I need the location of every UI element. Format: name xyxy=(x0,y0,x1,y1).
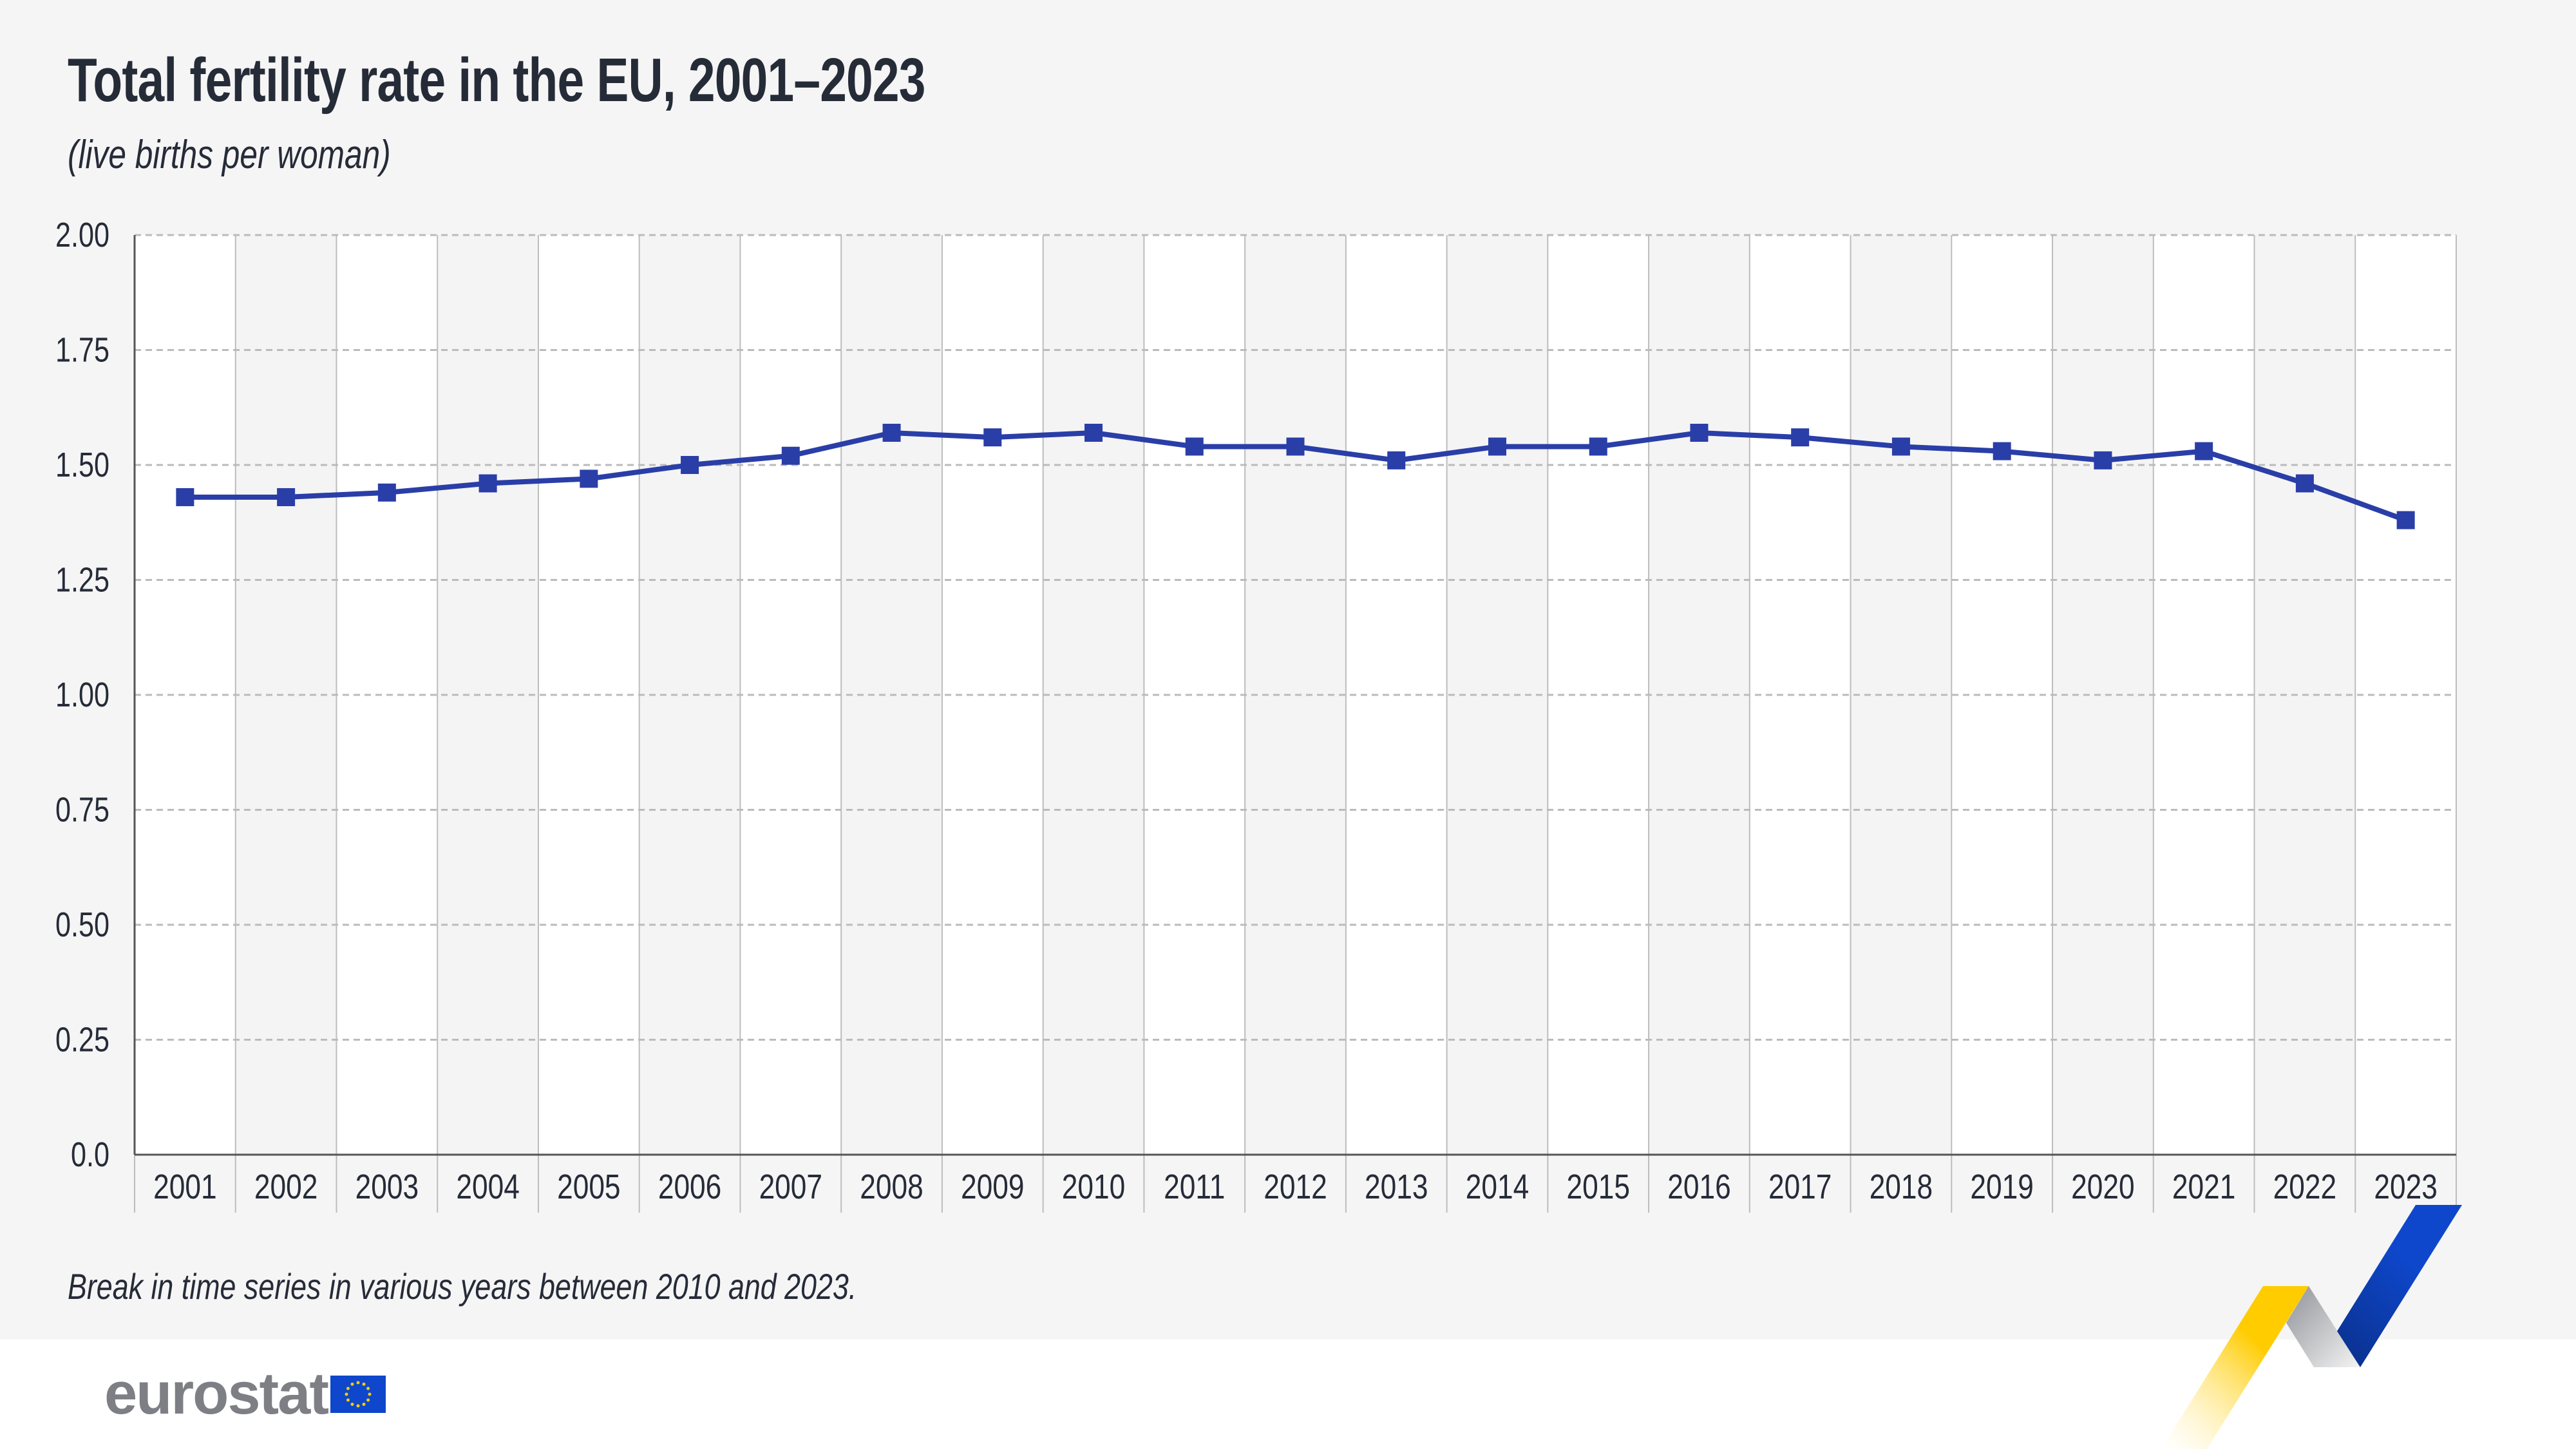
chart-subtitle: (live births per woman) xyxy=(68,133,391,177)
y-tick-label: 0.50 xyxy=(55,906,109,945)
x-tick-label: 2022 xyxy=(2273,1168,2336,1206)
y-tick-label: 1.75 xyxy=(55,331,109,370)
y-tick-label: 2.00 xyxy=(55,216,109,255)
y-tick-label: 1.00 xyxy=(55,676,109,715)
eurostat-logo: eurostat xyxy=(104,1361,329,1426)
x-tick-label: 2016 xyxy=(1667,1168,1730,1206)
flag-star xyxy=(368,1392,372,1396)
flag-star xyxy=(356,1381,360,1385)
x-tick-label: 2018 xyxy=(1870,1168,1933,1206)
x-tick-label: 2014 xyxy=(1466,1168,1529,1206)
x-tick-label: 2002 xyxy=(254,1168,317,1206)
y-tick-label: 0.0 xyxy=(71,1136,109,1175)
flag-star xyxy=(346,1387,350,1390)
y-tick-label: 1.50 xyxy=(55,446,109,485)
data-point-marker xyxy=(2396,511,2415,529)
data-point-marker xyxy=(1891,437,1910,456)
data-point-marker xyxy=(1084,424,1103,442)
x-tick-label: 2006 xyxy=(658,1168,721,1206)
data-point-marker xyxy=(1791,428,1810,447)
flag-star xyxy=(345,1392,348,1396)
column-band xyxy=(1144,235,1245,1155)
x-tick-label: 2017 xyxy=(1768,1168,1832,1206)
x-tick-label: 2009 xyxy=(961,1168,1024,1206)
flag-star xyxy=(362,1382,366,1386)
data-point-marker xyxy=(681,456,699,474)
data-point-marker xyxy=(1690,424,1709,442)
data-point-marker xyxy=(2094,451,2112,469)
y-tick-label: 1.25 xyxy=(55,561,109,600)
eu-flag-icon xyxy=(330,1376,386,1413)
column-band xyxy=(2052,235,2154,1155)
data-point-marker xyxy=(882,424,901,442)
data-point-marker xyxy=(2195,442,2213,460)
data-point-marker xyxy=(478,474,497,493)
flag-star xyxy=(366,1398,370,1402)
x-tick-label: 2012 xyxy=(1264,1168,1327,1206)
x-tick-label: 2003 xyxy=(355,1168,419,1206)
data-point-marker xyxy=(277,488,296,506)
flag-star xyxy=(346,1398,350,1402)
x-tick-label: 2013 xyxy=(1365,1168,1428,1206)
footnote: Break in time series in various years be… xyxy=(68,1266,857,1307)
data-point-marker xyxy=(1185,437,1204,456)
x-tick-label: 2005 xyxy=(557,1168,620,1206)
flag-star xyxy=(350,1403,354,1406)
x-tick-label: 2023 xyxy=(2374,1168,2437,1206)
column-band xyxy=(1649,235,1750,1155)
chart-title: Total fertility rate in the EU, 2001–202… xyxy=(68,46,925,115)
data-point-marker xyxy=(1286,437,1305,456)
x-tick-label: 2004 xyxy=(456,1168,519,1206)
data-point-marker xyxy=(2295,474,2314,493)
data-point-marker xyxy=(1387,451,1406,469)
data-point-marker xyxy=(176,488,194,506)
flag-star xyxy=(350,1382,354,1386)
x-tick-label: 2020 xyxy=(2071,1168,2134,1206)
x-tick-label: 2011 xyxy=(1164,1168,1225,1206)
x-tick-label: 2015 xyxy=(1566,1168,1629,1206)
x-tick-label: 2019 xyxy=(1970,1168,2033,1206)
data-point-marker xyxy=(983,428,1002,447)
flag-star xyxy=(366,1387,370,1390)
column-band xyxy=(235,235,337,1155)
x-tick-label: 2001 xyxy=(153,1168,216,1206)
column-band xyxy=(639,235,741,1155)
decorative-ribbon xyxy=(2161,1205,2462,1449)
x-tick-label: 2007 xyxy=(759,1168,822,1206)
data-point-marker xyxy=(580,469,598,488)
data-point-marker xyxy=(1589,437,1607,456)
data-point-marker xyxy=(1488,437,1506,456)
column-band xyxy=(1548,235,1649,1155)
data-point-marker xyxy=(1993,442,2011,460)
x-tick-label: 2021 xyxy=(2172,1168,2235,1206)
x-tick-label: 2010 xyxy=(1062,1168,1125,1206)
data-point-marker xyxy=(781,446,800,465)
data-point-marker xyxy=(377,483,396,502)
y-tick-label: 0.75 xyxy=(55,791,109,829)
y-tick-label: 0.25 xyxy=(55,1021,109,1059)
flag-star xyxy=(356,1404,360,1408)
x-tick-label: 2008 xyxy=(860,1168,923,1206)
flag-star xyxy=(362,1403,366,1406)
